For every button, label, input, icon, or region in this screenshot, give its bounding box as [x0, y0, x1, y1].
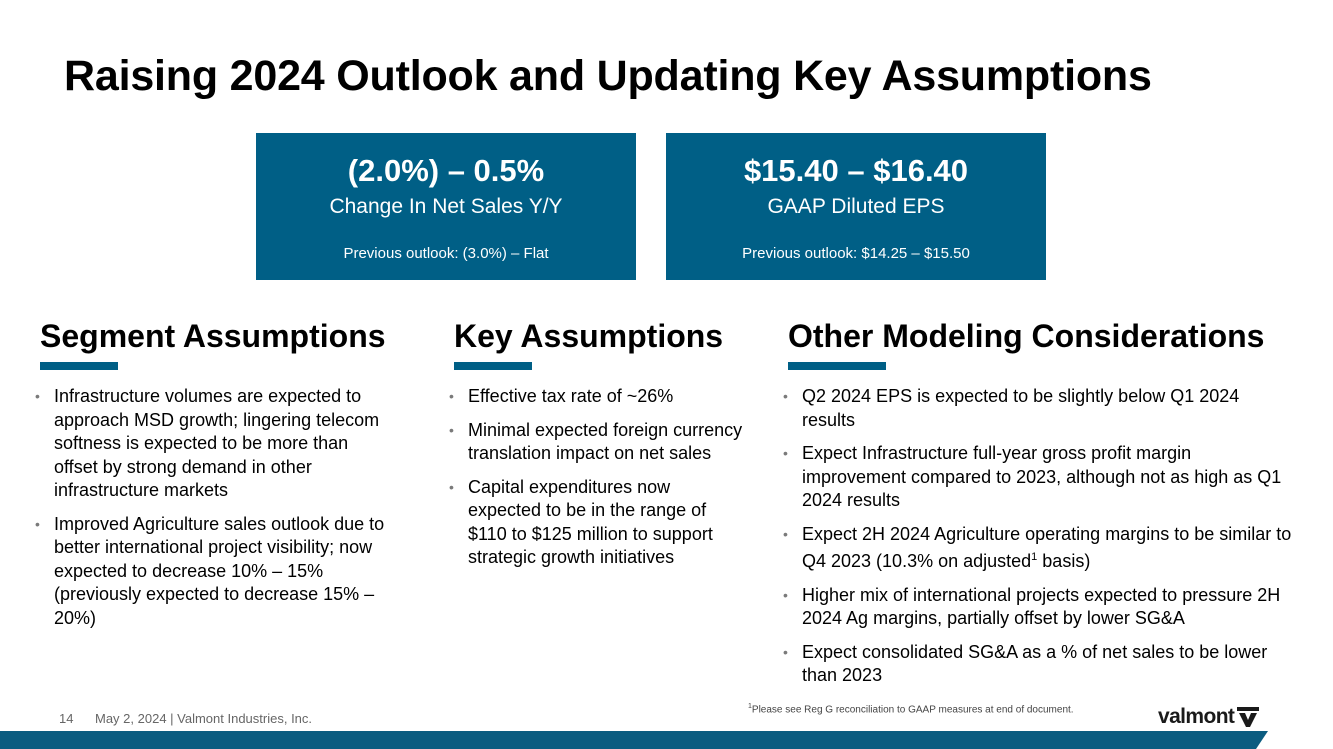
kpi-value: (2.0%) – 0.5% [347, 153, 545, 188]
bullet-icon: • [449, 388, 454, 404]
bullet-icon: • [783, 525, 788, 542]
kpi-label: Change In Net Sales Y/Y [329, 195, 563, 218]
bullet-text: Capital expenditures now expected to be … [468, 476, 713, 568]
logo-wordmark: valmont [1158, 705, 1235, 728]
list-item: • Expect Infrastructure full-year gross p… [783, 442, 1295, 513]
page-number: 14 [59, 711, 74, 726]
bullet-text: Infrastructure volumes are expected to a… [54, 386, 380, 500]
list-item: • Q2 2024 EPS is expected to be slightly … [783, 385, 1295, 432]
net-sales-outlook-box: (2.0%) – 0.5% Change In Net Sales Y/Y Pr… [256, 133, 636, 280]
key-assumptions-list: • Effective tax rate of ~26% • Minimal exp… [449, 385, 744, 580]
segment-assumptions-heading: Segment Assumptions [40, 318, 386, 354]
bullet-icon: • [449, 478, 454, 495]
list-item: • Expect 2H 2024 Agriculture operating ma… [783, 523, 1295, 574]
other-modeling-heading: Other Modeling Considerations [788, 318, 1265, 354]
footnote-marker: 1 [748, 703, 752, 710]
bullet-icon: • [35, 515, 40, 532]
valmont-logo: valmont [1158, 705, 1260, 729]
bullet-icon: • [449, 421, 454, 438]
bullet-icon: • [783, 586, 788, 603]
heading-accent-bar [454, 362, 532, 370]
bullet-text: Expect 2H 2024 Agriculture operating mar… [802, 524, 1291, 572]
kpi-value: $15.40 – $16.40 [743, 153, 969, 188]
bullet-icon: • [35, 388, 40, 404]
bullet-text: Minimal expected foreign currency transl… [468, 419, 743, 464]
bullet-text-part: Expect 2H 2024 Agriculture operating mar… [802, 523, 1292, 572]
heading-accent-bar [40, 362, 118, 370]
heading-accent-bar [788, 362, 886, 370]
kpi-previous-outlook: Previous outlook: $14.25 – $15.50 [742, 245, 970, 262]
footnote-marker: 1 [1031, 551, 1038, 563]
kpi-previous-outlook: Previous outlook: (3.0%) – Flat [343, 245, 549, 262]
list-item: • Minimal expected foreign currency trans… [449, 419, 744, 466]
eps-outlook-box: $15.40 – $16.40 GAAP Diluted EPS Previou… [666, 133, 1046, 280]
bullet-text: Expect consolidated SG&A as a % of net s… [802, 641, 1268, 686]
list-item: • Higher mix of international projects ex… [783, 584, 1295, 631]
footer-band [0, 731, 1268, 749]
bullet-text: Improved Agriculture sales outlook due t… [54, 513, 385, 628]
bullet-icon: • [783, 388, 788, 404]
segment-assumptions-list: • Infrastructure volumes are expected to … [35, 385, 395, 640]
kpi-label: GAAP Diluted EPS [767, 195, 945, 218]
list-item: • Capital expenditures now expected to be… [449, 476, 744, 570]
bullet-icon: • [783, 643, 788, 660]
bullet-text: Effective tax rate of ~26% [468, 386, 674, 406]
list-item: • Improved Agriculture sales outlook due … [35, 513, 395, 631]
bullet-text: Higher mix of international projects exp… [802, 584, 1281, 629]
bullet-text: Q2 2024 EPS is expected to be slightly b… [802, 386, 1240, 430]
key-assumptions-heading: Key Assumptions [454, 318, 724, 354]
list-item: • Effective tax rate of ~26% [449, 385, 744, 409]
other-modeling-list: • Q2 2024 EPS is expected to be slightly … [783, 385, 1295, 698]
footer-date-company: May 2, 2024 | Valmont Industries, Inc. [95, 711, 313, 726]
list-item: • Expect consolidated SG&A as a % of net … [783, 641, 1295, 688]
footnote-text: Please see Reg G reconciliation to GAAP … [751, 704, 1074, 716]
footnote: 1Please see Reg G reconciliation to GAAP… [748, 703, 1074, 715]
valmont-v-mark-icon [1237, 707, 1260, 727]
bullet-text-part: basis) [1037, 551, 1091, 571]
bullet-text: Expect Infrastructure full-year gross pr… [802, 443, 1282, 510]
list-item: • Infrastructure volumes are expected to … [35, 385, 395, 503]
bullet-icon: • [783, 445, 788, 461]
page-title: Raising 2024 Outlook and Updating Key As… [64, 52, 1152, 100]
